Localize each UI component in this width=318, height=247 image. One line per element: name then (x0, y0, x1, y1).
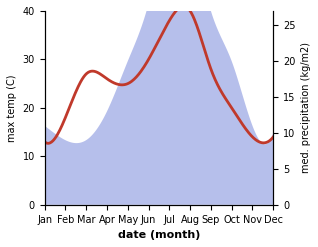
Y-axis label: max temp (C): max temp (C) (7, 74, 17, 142)
X-axis label: date (month): date (month) (118, 230, 200, 240)
Y-axis label: med. precipitation (kg/m2): med. precipitation (kg/m2) (301, 42, 311, 173)
